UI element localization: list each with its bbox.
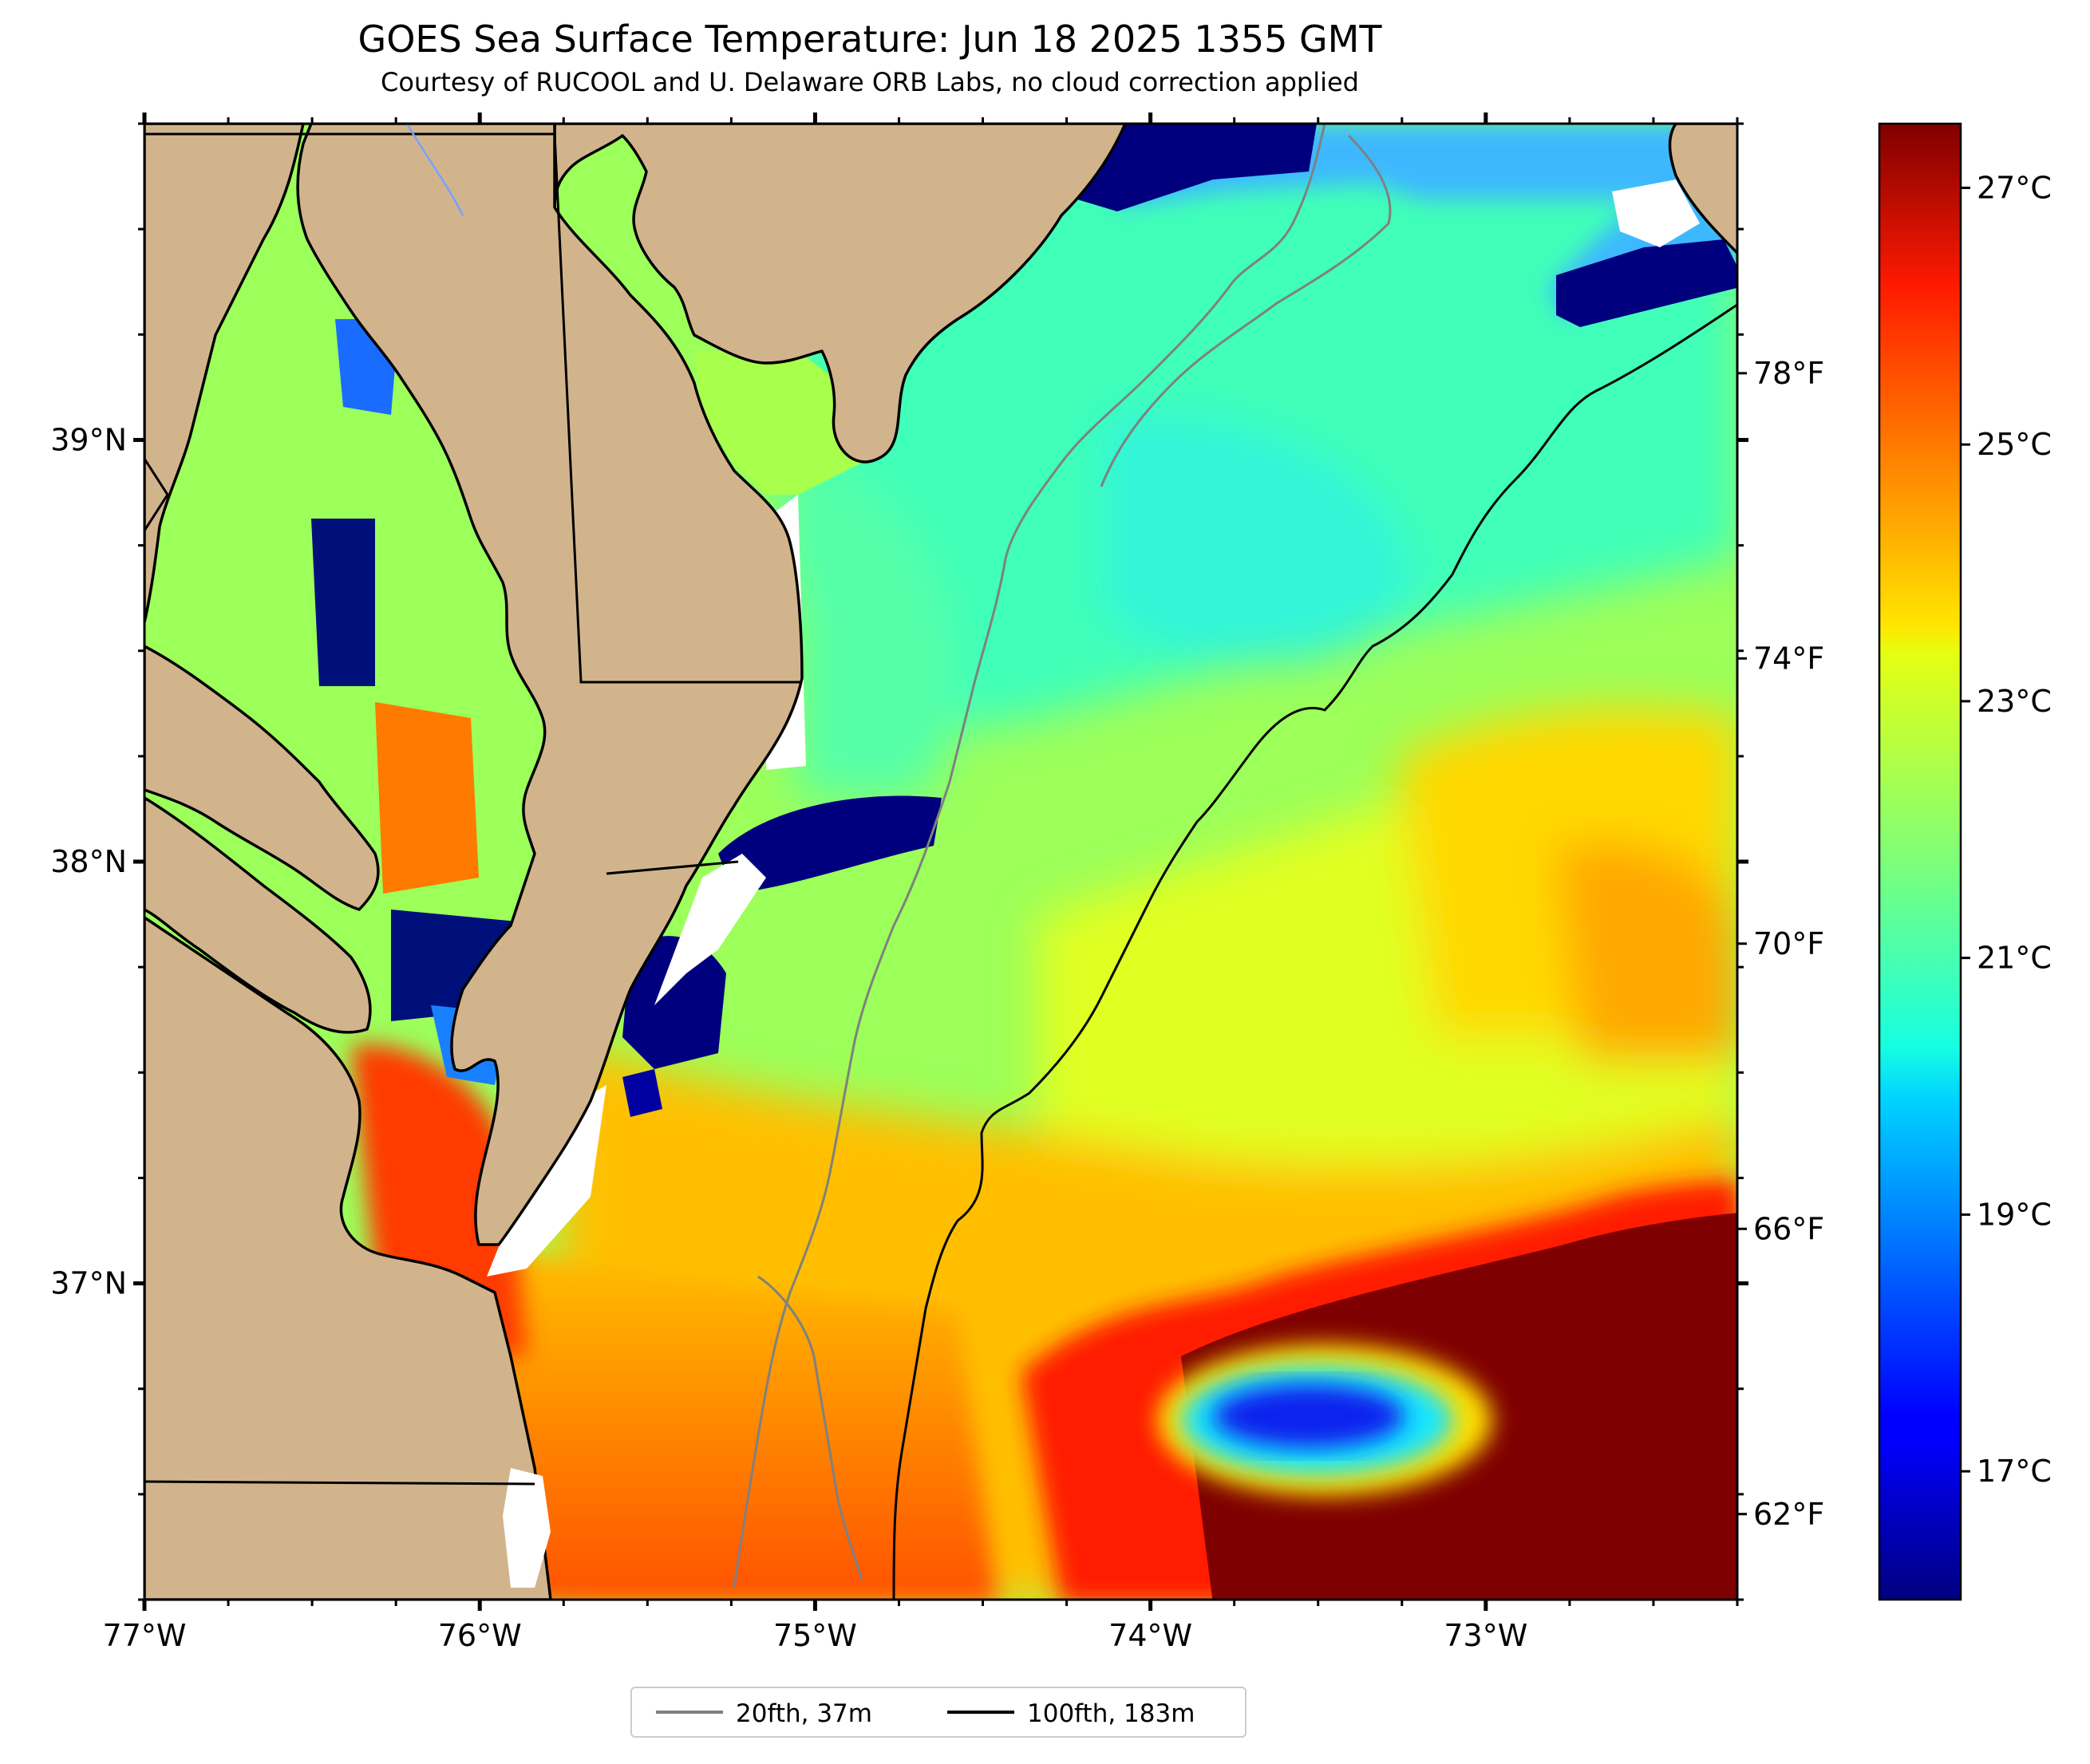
colorbar	[1878, 122, 1962, 1601]
lon-tick-label: 77°W	[103, 1618, 187, 1653]
state-borders	[144, 132, 802, 1486]
no-data-va-coast	[487, 1085, 606, 1277]
map-tick-labels: 77°W 76°W 75°W 74°W 73°W 39°N 38°N 37°N	[50, 422, 1527, 1653]
legend-swatch-100fth	[947, 1711, 1014, 1714]
fahrenheit-tick-label: 74°F	[1753, 641, 1824, 676]
cold-patch-delmarva	[718, 795, 942, 894]
cold-patch-coast	[622, 1069, 662, 1117]
celsius-tick-label: 17°C	[1977, 1454, 2052, 1489]
cold-patch-nj	[1077, 124, 1317, 211]
sst-gradient-features	[559, 128, 1737, 1600]
no-data-md-coast	[654, 854, 766, 1005]
celsius-tick-label: 21°C	[1977, 941, 2052, 976]
lon-tick-label: 74°W	[1108, 1618, 1192, 1653]
delaware-bay-water	[694, 351, 894, 495]
lon-tick-label: 76°W	[438, 1618, 522, 1653]
fahrenheit-tick-label: 70°F	[1753, 926, 1824, 961]
celsius-tick-label: 19°C	[1977, 1197, 2052, 1232]
chesapeake-upper-cold	[311, 519, 375, 686]
cold-patch-chincoteague	[622, 936, 726, 1069]
celsius-tick-label: 27°C	[1977, 170, 2052, 205]
southern-warm-water	[495, 1245, 998, 1600]
contour-20fth	[733, 124, 1326, 1588]
celsius-tick-label: 25°C	[1977, 427, 2052, 462]
lat-tick-label: 39°N	[50, 422, 127, 457]
land-masses	[144, 124, 1737, 1600]
lon-tick-label: 75°W	[773, 1618, 857, 1653]
cold-eddy-core	[1213, 1384, 1405, 1448]
legend-label-100fth: 100fth, 183m	[1027, 1699, 1195, 1728]
map-subtitle: Courtesy of RUCOOL and U. Delaware ORB L…	[381, 67, 1359, 97]
map-ticks	[133, 112, 1748, 1611]
lat-tick-label: 37°N	[50, 1266, 127, 1301]
fahrenheit-tick-label: 62°F	[1753, 1497, 1824, 1532]
fahrenheit-tick-label: 66°F	[1753, 1211, 1824, 1246]
cold-patch-offshore	[1556, 239, 1737, 327]
contour-20fth-branch	[1100, 134, 1392, 487]
river-line	[405, 124, 464, 216]
contour-legend: 20fth, 37m 100fth, 183m	[630, 1687, 1246, 1738]
legend-swatch-20fth	[656, 1711, 723, 1714]
contour-20fth-southern	[757, 1275, 863, 1580]
fahrenheit-tick-label: 78°F	[1753, 356, 1824, 391]
sst-map-area	[144, 124, 1737, 1600]
contour-100fth	[892, 303, 1737, 1600]
lat-tick-label: 38°N	[50, 844, 127, 879]
legend-label-20fth: 20fth, 37m	[736, 1699, 872, 1728]
lon-tick-label: 73°W	[1444, 1618, 1527, 1653]
map-title: GOES Sea Surface Temperature: Jun 18 202…	[358, 18, 1382, 61]
chesapeake-mid-warm	[375, 702, 479, 894]
colorbar-ticks: 27°C 25°C 23°C 21°C 19°C 17°C 78°F 74°F 70°F 66°F…	[1737, 170, 2052, 1532]
celsius-tick-label: 23°C	[1977, 684, 2052, 719]
